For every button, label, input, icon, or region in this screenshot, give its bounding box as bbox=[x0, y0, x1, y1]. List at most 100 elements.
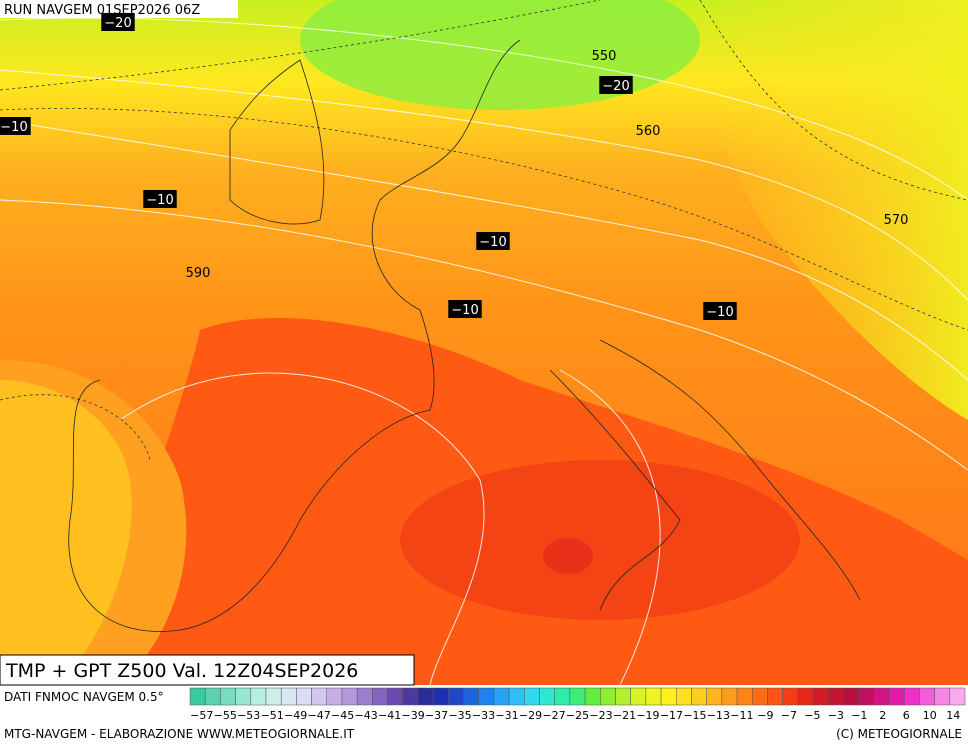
contour-label: 590 bbox=[186, 266, 211, 281]
contour-label: 550 bbox=[592, 49, 617, 64]
color-swatch bbox=[706, 687, 723, 706]
footer-left: MTG-NAVGEM - ELABORAZIONE WWW.METEOGIORN… bbox=[4, 727, 355, 741]
scale-label: 14 bbox=[946, 709, 960, 722]
color-swatch bbox=[797, 687, 814, 706]
color-swatch bbox=[934, 687, 951, 706]
color-swatch bbox=[584, 687, 601, 706]
scale-label: −17 bbox=[660, 709, 683, 722]
scale-label: −11 bbox=[730, 709, 753, 722]
color-swatch bbox=[235, 687, 252, 706]
isotherms bbox=[0, 0, 968, 461]
color-swatch bbox=[220, 687, 236, 706]
scale-label: −33 bbox=[472, 709, 495, 722]
footer-right: (C) METEOGIORNALE bbox=[836, 727, 962, 741]
header-box bbox=[0, 0, 238, 18]
scale-label: 6 bbox=[903, 709, 910, 722]
color-swatch bbox=[843, 687, 859, 706]
color-swatch bbox=[676, 687, 692, 706]
warm-gradient bbox=[700, 0, 968, 420]
color-swatch bbox=[691, 687, 707, 706]
color-swatch bbox=[280, 687, 297, 706]
scale-label: −31 bbox=[495, 709, 518, 722]
color-swatch bbox=[493, 687, 510, 706]
contour-label-box bbox=[476, 232, 510, 250]
contour-label-box bbox=[101, 13, 135, 31]
color-swatch bbox=[782, 687, 799, 706]
scale-label: −53 bbox=[237, 709, 260, 722]
scale-label: −21 bbox=[613, 709, 636, 722]
contour-label: −10 bbox=[146, 193, 173, 208]
color-swatch bbox=[600, 687, 616, 706]
coastlines bbox=[68, 39, 861, 632]
color-swatch bbox=[189, 687, 206, 706]
scale-label: −37 bbox=[425, 709, 448, 722]
contour-label-box bbox=[0, 117, 31, 135]
color-swatch bbox=[903, 687, 920, 706]
color-swatch bbox=[387, 687, 403, 706]
contour-label: −10 bbox=[0, 120, 27, 135]
title: TMP + GPT Z500 Val. 12Z04SEP2026 bbox=[5, 660, 358, 682]
scale-label: −3 bbox=[828, 709, 844, 722]
contour-label: −10 bbox=[451, 303, 478, 318]
contour-label: −20 bbox=[104, 16, 131, 31]
contour-label: 560 bbox=[636, 124, 661, 139]
scale-label: −19 bbox=[636, 709, 659, 722]
contour-label: 570 bbox=[884, 213, 909, 228]
scale-label: −35 bbox=[448, 709, 471, 722]
scale-label: −9 bbox=[757, 709, 773, 722]
scale-label: −45 bbox=[331, 709, 354, 722]
iberian-coast bbox=[0, 380, 132, 685]
scale-label: −13 bbox=[707, 709, 730, 722]
contour-label: −20 bbox=[602, 79, 629, 94]
title-box bbox=[0, 654, 415, 686]
color-swatch bbox=[417, 687, 434, 706]
contour-label-box bbox=[703, 302, 737, 320]
contour-label: −10 bbox=[479, 235, 506, 250]
contour-label-box bbox=[448, 300, 482, 318]
scale-label: −51 bbox=[261, 709, 284, 722]
scale-label: −43 bbox=[355, 709, 378, 722]
color-swatch bbox=[356, 687, 373, 706]
color-swatch bbox=[508, 687, 525, 706]
color-swatch bbox=[432, 687, 449, 706]
color-swatch bbox=[478, 687, 495, 706]
color-swatch bbox=[326, 687, 343, 706]
color-swatch bbox=[660, 687, 677, 706]
color-swatch bbox=[265, 687, 282, 706]
color-swatch bbox=[858, 687, 875, 706]
isohypses bbox=[0, 17, 968, 686]
color-swatch bbox=[873, 687, 890, 706]
scale-label: −41 bbox=[378, 709, 401, 722]
color-swatch bbox=[615, 687, 631, 706]
color-swatch bbox=[448, 687, 464, 706]
color-swatch bbox=[372, 687, 388, 706]
contour-label-box bbox=[599, 76, 633, 94]
color-swatch bbox=[949, 687, 966, 706]
hot-core bbox=[400, 460, 800, 620]
hot-center bbox=[543, 538, 593, 574]
scale-label: −5 bbox=[804, 709, 820, 722]
scale-label: −49 bbox=[284, 709, 307, 722]
color-swatch bbox=[296, 687, 312, 706]
scale-label: 2 bbox=[879, 709, 886, 722]
color-swatch bbox=[204, 687, 221, 706]
scale-label: −57 bbox=[190, 709, 213, 722]
color-swatch bbox=[250, 687, 267, 706]
color-swatch bbox=[812, 687, 829, 706]
color-swatch bbox=[827, 687, 844, 706]
scale-label: −29 bbox=[519, 709, 542, 722]
scale-label: −7 bbox=[781, 709, 797, 722]
color-swatch bbox=[630, 687, 647, 706]
contour-label-box bbox=[143, 190, 177, 208]
scale-label: −1 bbox=[851, 709, 867, 722]
color-swatch bbox=[554, 687, 571, 706]
color-swatch bbox=[341, 687, 358, 706]
color-swatch bbox=[402, 687, 419, 706]
color-swatch bbox=[752, 687, 768, 706]
color-swatch bbox=[524, 687, 540, 706]
color-swatch bbox=[569, 687, 586, 706]
color-swatch bbox=[888, 687, 905, 706]
scale-label: −39 bbox=[401, 709, 424, 722]
